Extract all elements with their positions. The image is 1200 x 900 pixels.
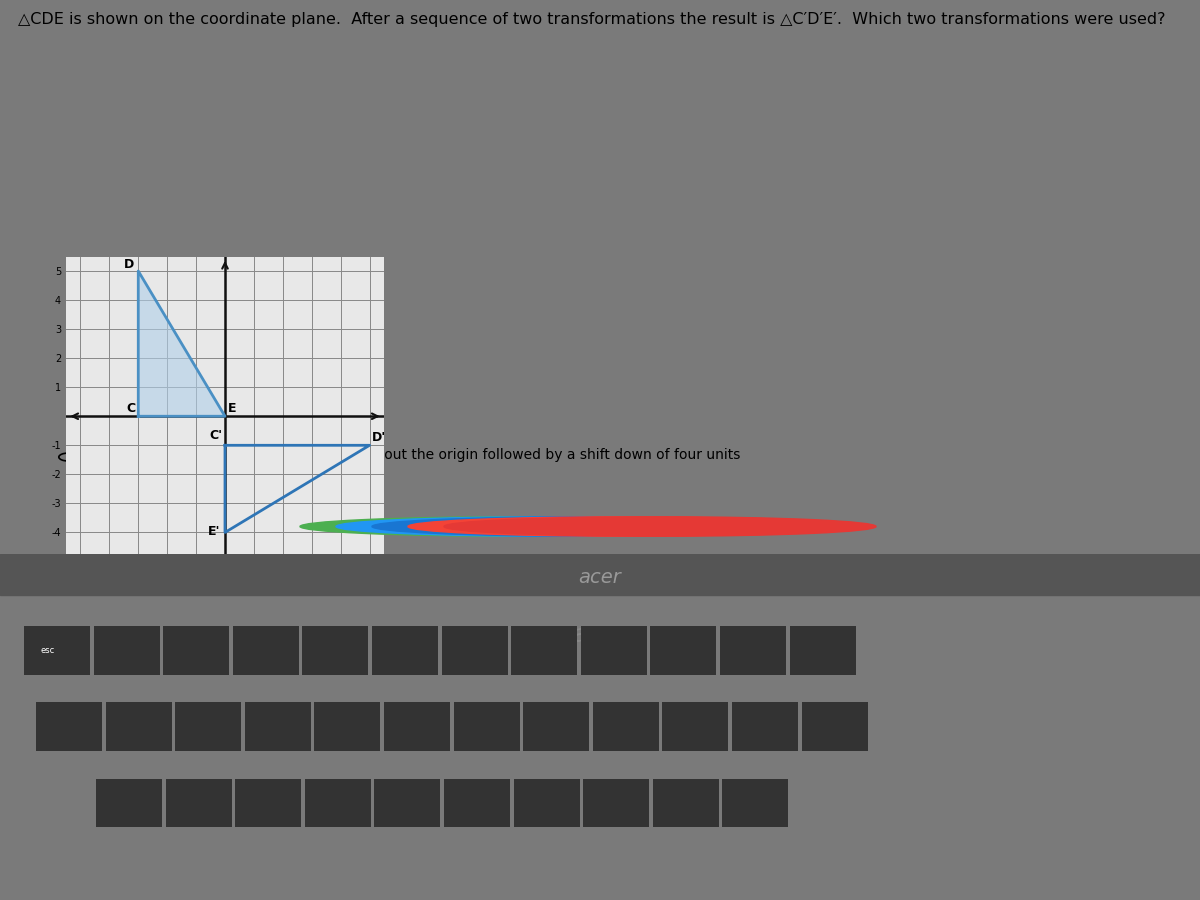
Bar	[106, 703, 172, 751]
Bar	[802, 703, 868, 751]
Bar	[442, 626, 508, 675]
Text: esc: esc	[41, 646, 55, 655]
Bar	[36, 703, 102, 751]
Bar	[96, 778, 162, 827]
Bar	[514, 778, 580, 827]
Bar	[0, 554, 1200, 595]
Text: △CDE is shown on the coordinate plane.  After a sequence of two transformations : △CDE is shown on the coordinate plane. A…	[18, 13, 1165, 28]
Bar	[444, 778, 510, 827]
Bar	[662, 703, 728, 751]
Bar	[314, 703, 380, 751]
Bar	[732, 703, 798, 751]
Bar	[581, 626, 647, 675]
Bar	[24, 626, 90, 675]
Text: C: C	[127, 402, 136, 415]
Bar	[302, 626, 368, 675]
Bar	[235, 778, 301, 827]
Circle shape	[336, 517, 768, 536]
Bar	[374, 778, 440, 827]
Bar	[790, 626, 856, 675]
Text: Your answer:: Your answer:	[66, 422, 163, 437]
Polygon shape	[138, 271, 226, 416]
Bar	[650, 626, 716, 675]
Bar	[384, 703, 450, 751]
Bar	[175, 703, 241, 751]
Bar	[163, 626, 229, 675]
Bar	[454, 703, 520, 751]
Text: E: E	[228, 402, 236, 415]
Bar	[305, 778, 371, 827]
Bar	[653, 778, 719, 827]
Bar	[593, 703, 659, 751]
Bar	[523, 703, 589, 751]
Bar	[245, 703, 311, 751]
Bar	[722, 778, 788, 827]
Bar	[720, 626, 786, 675]
Bar	[583, 778, 649, 827]
Bar	[233, 626, 299, 675]
Bar	[372, 626, 438, 675]
Text: E': E'	[208, 526, 220, 538]
Text: acer: acer	[578, 568, 622, 588]
Text: D': D'	[372, 431, 386, 444]
Bar	[94, 626, 160, 675]
Circle shape	[300, 517, 732, 536]
Text: acer: acer	[572, 623, 628, 646]
Bar	[511, 626, 577, 675]
Circle shape	[372, 517, 804, 536]
Circle shape	[444, 517, 876, 536]
Text: D: D	[124, 258, 134, 271]
Text: C': C'	[209, 429, 222, 443]
Circle shape	[408, 517, 840, 536]
Text: First a rotation of 90° counterclockwise about the origin followed by a shift do: First a rotation of 90° counterclockwise…	[90, 447, 740, 462]
Bar	[166, 778, 232, 827]
